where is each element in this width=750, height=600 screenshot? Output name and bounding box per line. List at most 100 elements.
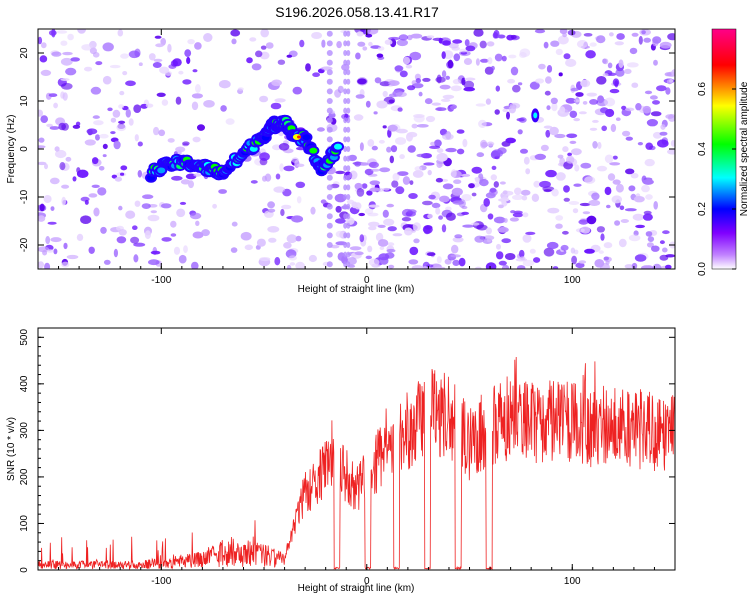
spectrogram-noise-blob [479, 40, 487, 49]
spectrogram-noise-blob [463, 80, 475, 90]
spectrogram-noise-blob [286, 234, 298, 244]
spectrogram-noise-blob [412, 222, 421, 232]
spectrogram-noise-blob [563, 185, 570, 193]
spectrogram-noise-blob [337, 85, 344, 94]
spectrogram-streak [343, 184, 348, 191]
spectrogram-noise-blob [251, 63, 262, 71]
spectrogram-noise-blob [665, 87, 671, 95]
spectrogram-noise-blob [387, 124, 398, 132]
spectrogram-noise-blob [335, 205, 342, 213]
spectrogram-noise-blob [88, 246, 95, 254]
spectrogram-noise-blob [256, 238, 266, 247]
spectrogram-noise-blob [63, 242, 68, 250]
spectrogram-noise-blob [634, 254, 647, 262]
spectrogram-noise-blob [441, 70, 447, 78]
spectrogram-noise-blob [464, 39, 470, 47]
spectrogram-noise-blob [431, 202, 441, 209]
spectrogram-noise-blob [158, 129, 166, 137]
spectrogram-noise-blob [125, 210, 136, 219]
spectrogram-streak [343, 165, 348, 172]
spectrogram-noise-blob [566, 155, 575, 164]
spectrogram-noise-blob [279, 163, 284, 172]
spectrogram-noise-blob [439, 195, 450, 203]
spectrogram-noise-blob [483, 198, 491, 207]
spectrogram-noise-blob [665, 264, 672, 269]
spectrogram-noise-blob [408, 193, 418, 199]
spectrogram-noise-blob [450, 254, 461, 258]
spectrogram-noise-blob [405, 64, 413, 69]
spectrogram-noise-blob [611, 195, 623, 204]
spectrogram-noise-blob [485, 227, 492, 235]
spectrogram-noise-blob [612, 179, 621, 185]
spectrogram-streak [346, 174, 351, 181]
spectrogram-noise-blob [582, 211, 591, 215]
spectrogram-noise-blob [155, 43, 164, 48]
spectrogram-noise-blob [659, 131, 668, 136]
spectrogram-noise-blob [436, 148, 444, 154]
spectrogram-noise-blob [60, 40, 68, 46]
spectrogram-noise-blob [478, 119, 487, 128]
spectrogram-noise-blob [485, 262, 497, 269]
spectrogram-noise-blob [194, 42, 202, 50]
spectrogram-noise-blob [283, 165, 295, 172]
spectrogram-noise-blob [103, 259, 111, 265]
spectrogram-noise-blob [118, 205, 123, 211]
spectrogram-noise-blob [454, 234, 463, 239]
spectrogram-noise-blob [80, 196, 90, 202]
spectrogram-noise-blob [413, 238, 420, 244]
spectrogram-noise-blob [191, 93, 203, 99]
spectrogram-streak [346, 78, 351, 85]
spectrogram-noise-blob [43, 195, 52, 203]
spectrogram-noise-blob [176, 208, 186, 218]
spectrogram-noise-blob [128, 50, 140, 59]
spectrogram-noise-blob [411, 265, 424, 269]
colorbar: 0.0 0.2 0.4 0.6 Normalized spectral amplitu… [697, 28, 750, 276]
spectrogram-noise-blob [186, 56, 191, 65]
spectrogram-noise-blob [569, 140, 577, 144]
spectrogram-noise-blob [578, 219, 589, 225]
spectrogram-noise-blob [456, 129, 465, 134]
spectrogram-noise-blob [102, 75, 112, 85]
spectrogram-noise-blob [355, 52, 361, 60]
spectrogram-noise-blob [416, 124, 429, 128]
spectrogram-noise-blob [41, 42, 47, 49]
spectrogram-noise-blob [453, 53, 461, 62]
spectrogram-noise-blob [645, 231, 653, 237]
spectrogram-streak [343, 78, 348, 85]
spectrogram-streak [343, 194, 348, 200]
spectrogram-noise-blob [578, 260, 587, 264]
spectrogram-noise-blob [259, 152, 270, 161]
spectrogram-noise-blob [534, 153, 546, 160]
spectrogram-noise-blob [275, 173, 281, 180]
spectrogram-noise-blob [362, 46, 368, 51]
spectrogram-background [38, 29, 675, 269]
spectrogram-noise-blob [274, 257, 281, 266]
spectrogram-noise-blob [225, 118, 235, 125]
spectrogram-noise-blob [641, 184, 650, 193]
spectrogram-xtick-label: 100 [564, 275, 581, 286]
spectrogram-noise-blob [152, 62, 162, 68]
spectrogram-ytick-label: 20 [19, 47, 30, 59]
spectrogram-noise-blob [383, 187, 390, 191]
spectrogram-noise-blob [486, 141, 495, 147]
spectrogram-noise-blob [114, 176, 122, 182]
spectrogram-noise-blob [102, 143, 108, 150]
spectrogram-noise-blob [567, 152, 572, 157]
spectrogram-noise-blob [299, 39, 305, 48]
spectrogram-noise-blob [130, 236, 140, 244]
spectrogram-noise-blob [38, 145, 46, 149]
spectrogram-noise-blob [296, 196, 302, 204]
spectrogram-noise-blob [628, 234, 641, 242]
spectrogram-noise-blob [53, 102, 58, 109]
spectrogram-noise-blob [582, 101, 588, 105]
spectrogram-noise-blob [90, 86, 102, 95]
spectrogram-noise-blob [171, 175, 183, 181]
spectrogram-noise-blob [368, 258, 380, 267]
spectrogram-noise-blob [427, 213, 433, 219]
spectrogram-noise-blob [592, 141, 598, 149]
spectrogram-noise-blob [507, 78, 516, 84]
spectrogram-noise-blob [39, 55, 48, 63]
spectrogram-noise-blob [367, 139, 375, 147]
spectrogram-noise-blob [100, 226, 107, 234]
spectrogram-streak [346, 213, 351, 220]
